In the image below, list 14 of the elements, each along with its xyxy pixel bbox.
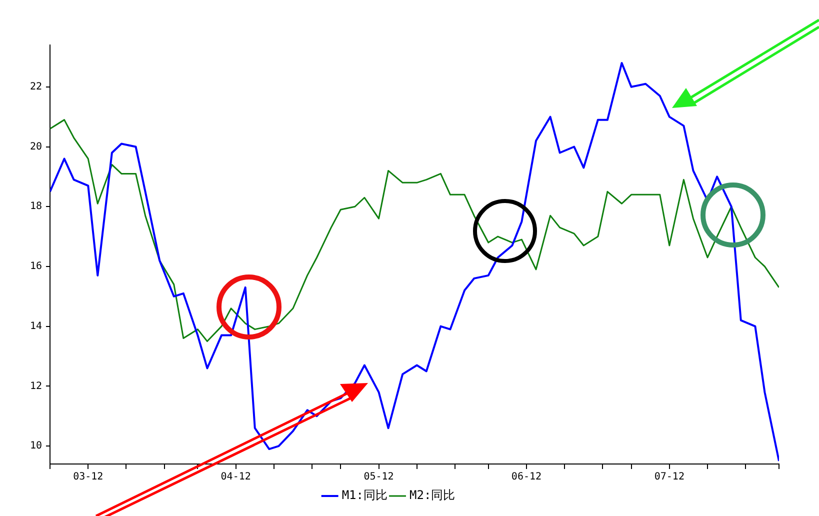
x-tick-label: 04-12 — [220, 472, 251, 483]
y-tick-label: 12 — [30, 380, 42, 392]
x-tick-label: 07-12 — [654, 472, 684, 483]
y-tick-label: 20 — [30, 141, 42, 152]
legend-label: M2:同比 — [410, 488, 456, 502]
y-tick-label: 10 — [30, 440, 42, 452]
y-tick-label: 22 — [30, 81, 42, 92]
y-tick-label: 18 — [30, 201, 42, 212]
y-tick-label: 14 — [30, 320, 42, 332]
legend-label: M1:同比 — [342, 488, 388, 502]
x-tick-label: 05-12 — [364, 472, 394, 483]
x-tick-label: 06-12 — [511, 472, 542, 483]
x-tick-label: 03-12 — [73, 472, 104, 483]
y-tick-label: 16 — [30, 261, 42, 272]
